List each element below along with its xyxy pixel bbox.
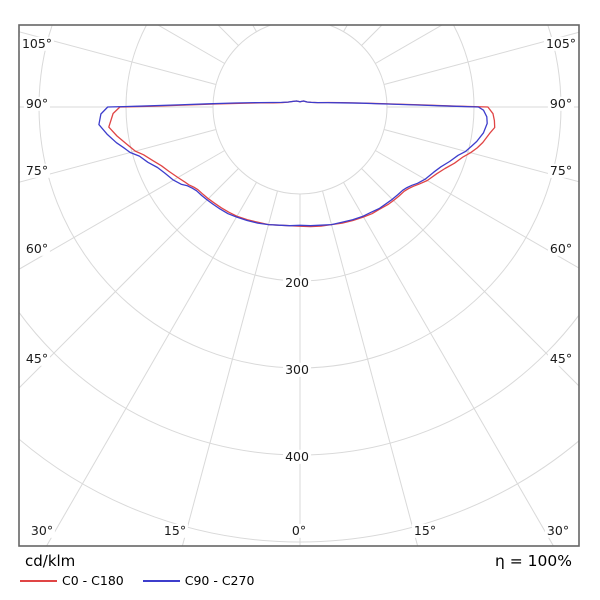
legend-block: cd/klm C0 - C180 C90 - C270: [20, 552, 254, 588]
angle-tick-label-right-45: 45°: [547, 350, 575, 367]
grid-ray-210: [252, 25, 257, 32]
curve-c90-c270: [98, 100, 488, 227]
angle-tick-label-left-45: 45°: [23, 350, 51, 367]
grid-circle-100: [212, 25, 388, 195]
radial-tick-label-400: 400: [283, 448, 311, 465]
grid-ray-285: [19, 129, 217, 183]
angle-tick-label-right-90: 90°: [547, 95, 575, 112]
angle-tick-label-bottom-right-30: 30°: [544, 522, 572, 539]
efficiency-label: η = 100%: [495, 552, 572, 570]
grid-ray-15: [322, 190, 419, 546]
angle-tick-label-bottom-left-15: 15°: [161, 522, 189, 539]
grid-ray-45: [361, 168, 579, 387]
radial-tick-label-200: 200: [283, 274, 311, 291]
chart-frame: [18, 24, 580, 547]
angle-tick-label-left-105: 105°: [19, 35, 55, 52]
angle-tick-label-left-75: 75°: [23, 162, 51, 179]
grid-ray-60: [375, 150, 579, 269]
angle-tick-label-left-60: 60°: [23, 240, 51, 257]
grid-ray-240: [156, 25, 225, 64]
grid-ray-315: [19, 168, 239, 389]
angle-tick-label-right-60: 60°: [547, 240, 575, 257]
legend-label-c90-c270: C90 - C270: [184, 573, 255, 588]
grid-ray-195: [97, 0, 277, 23]
units-label: cd/klm: [25, 552, 76, 570]
angle-tick-label-right-75: 75°: [547, 162, 575, 179]
grid-ray-300: [19, 150, 225, 270]
grid-ray-105: [383, 31, 579, 85]
angle-tick-label-left-90: 90°: [23, 95, 51, 112]
grid-ray-330: [45, 182, 257, 546]
grid-ray-345: [181, 190, 278, 546]
legend-label-c0-c180: C0 - C180: [62, 573, 124, 588]
grid-ray-30: [343, 182, 555, 546]
grid-ray-165: [323, 0, 503, 23]
angle-tick-label-bottom-left-30: 30°: [28, 522, 56, 539]
c90-c270-line-swatch: [142, 579, 180, 582]
radial-tick-label-300: 300: [283, 361, 311, 378]
angle-tick-label-bottom-0: 0°: [289, 522, 309, 539]
grid-ray-75: [383, 129, 579, 183]
grid-ray-255: [19, 31, 217, 85]
legend: C0 - C180 C90 - C270: [20, 573, 254, 588]
angle-tick-label-bottom-right-15: 15°: [411, 522, 439, 539]
curves-layer: [98, 100, 496, 228]
grid-ray-120: [375, 25, 444, 64]
grid-ray-150: [343, 25, 348, 32]
c0-c180-line-swatch: [20, 579, 57, 582]
angle-tick-label-right-105: 105°: [543, 35, 579, 52]
curve-c0-c180: [108, 100, 496, 228]
